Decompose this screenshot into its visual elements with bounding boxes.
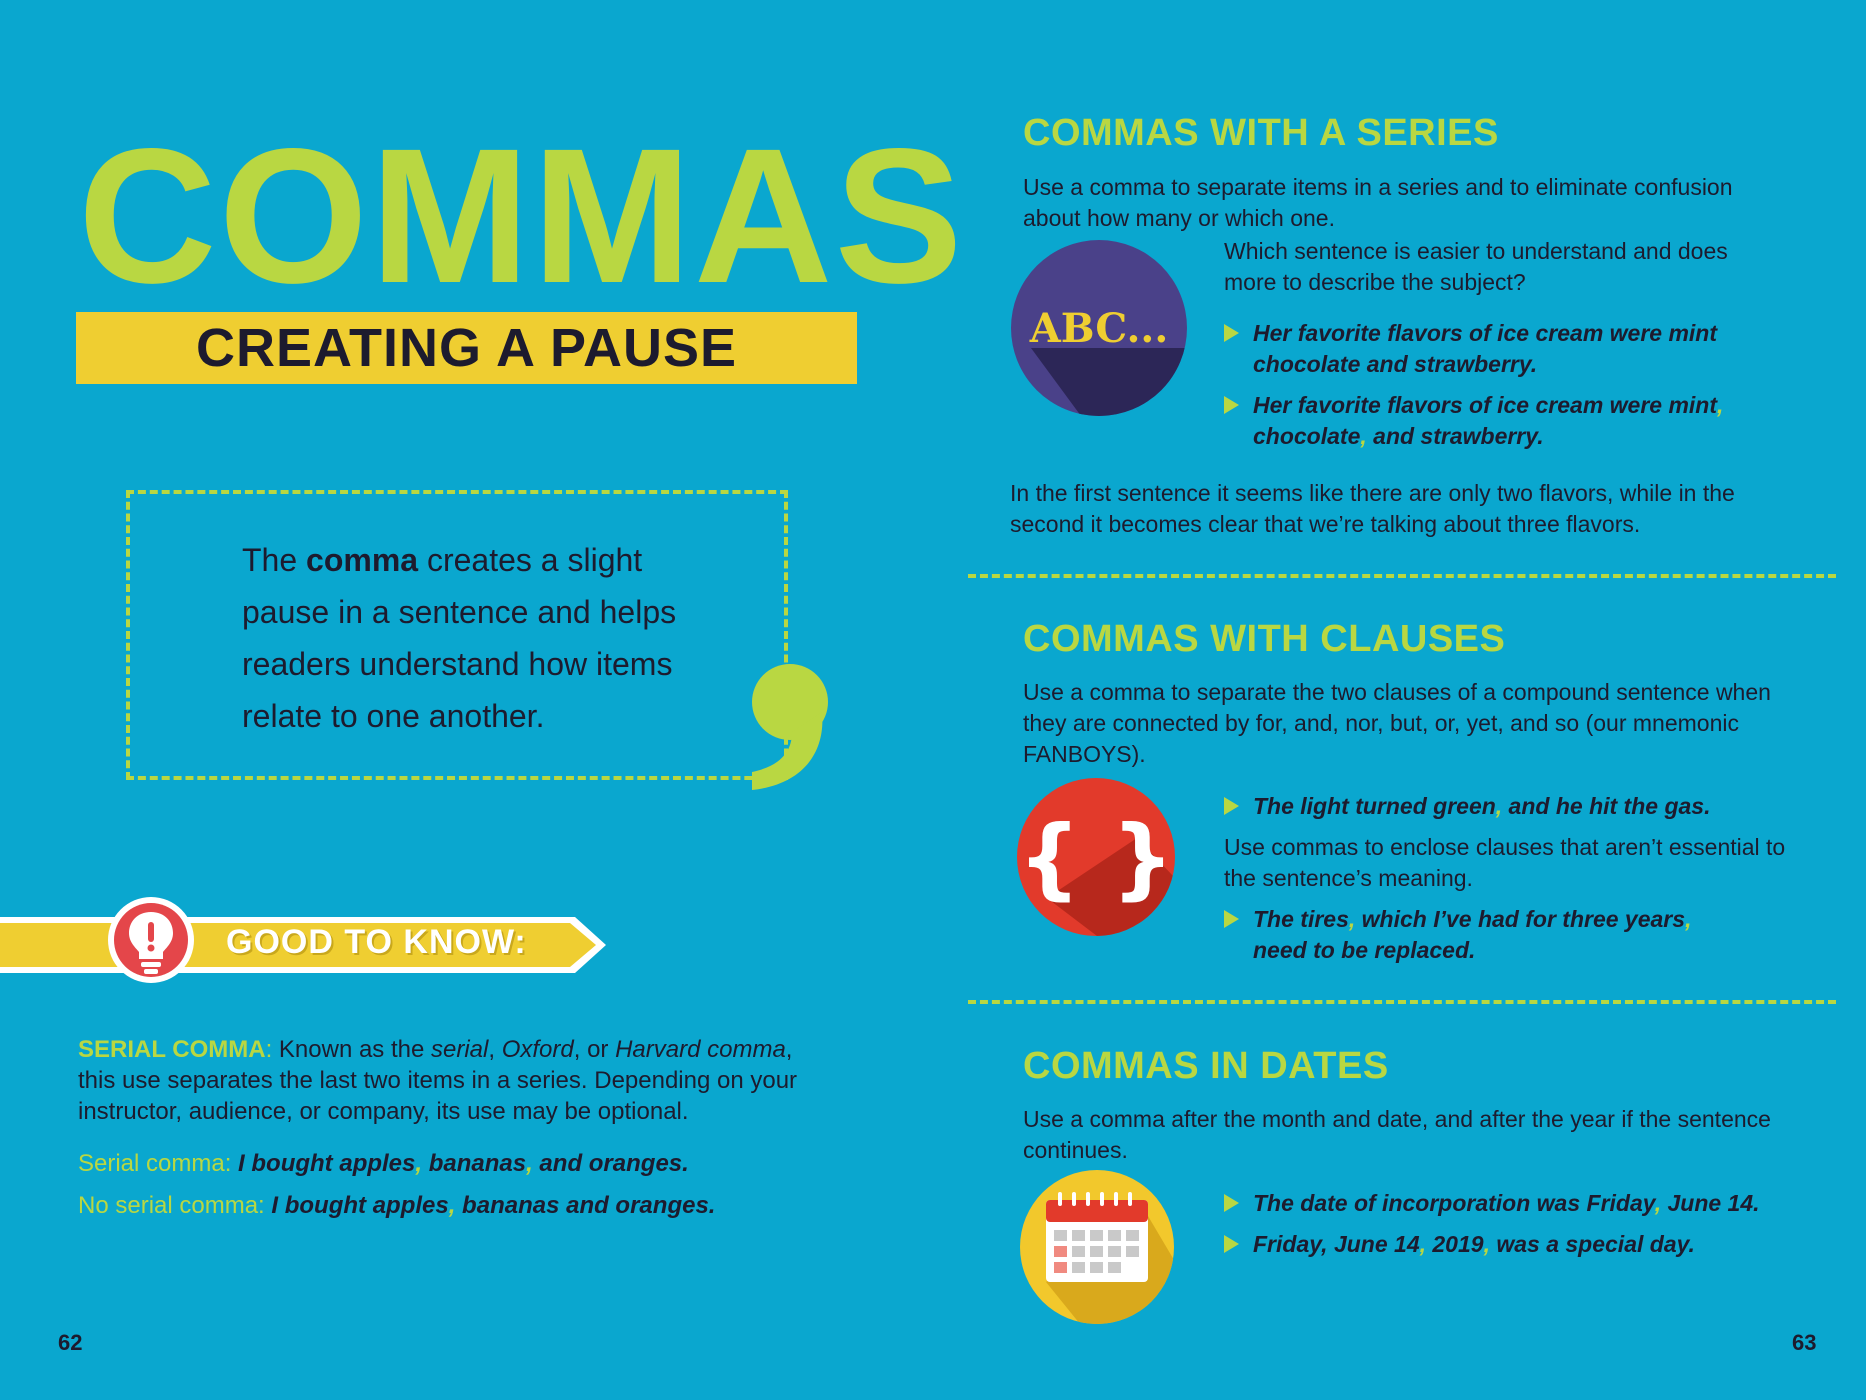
bullet-triangle-icon [1224, 1235, 1239, 1253]
svg-text:{ }: { } [1018, 806, 1174, 909]
clauses-example-1: The light turned green, and he hit the g… [1224, 791, 1833, 822]
lightbulb-icon [108, 897, 194, 983]
svg-text:ABC...: ABC... [1029, 305, 1169, 352]
dates-example-2: Friday, June 14, 2019, was a special day… [1224, 1229, 1833, 1260]
page-number-right: 63 [1792, 1330, 1817, 1355]
abc-icon: ABC... [1011, 240, 1187, 416]
serial-comma-term: SERIAL COMMA [78, 1036, 266, 1063]
series-question: Which sentence is easier to understand a… [1224, 238, 1728, 295]
good-to-know-label: GOOD TO KNOW: [226, 923, 527, 961]
series-example-2: Her favorite flavors of ice cream were m… [1224, 390, 1813, 452]
subtitle-banner: CREATING A PAUSE [76, 312, 857, 384]
main-title: COMMAS [78, 108, 965, 323]
clauses-middle: Use commas to enclose clauses that aren’… [1224, 834, 1786, 891]
big-comma-icon [752, 664, 828, 790]
curly-braces-icon: { } [1017, 778, 1175, 936]
clauses-intro: Use a comma to separate the two clauses … [1023, 679, 1771, 767]
bullet-triangle-icon [1224, 396, 1239, 414]
definition-term: comma [306, 542, 419, 578]
clauses-example-2: The tires, which I’ve had for three year… [1224, 904, 1833, 966]
dates-example-1: The date of incorporation was Friday, Ju… [1224, 1188, 1833, 1219]
definition-text: The comma creates a slight pause in a se… [242, 542, 677, 734]
page-number-left: 62 [58, 1330, 83, 1355]
serial-comma-paragraph: SERIAL COMMA: Known as the serial, Oxfor… [78, 1036, 798, 1125]
serial-comma-example: Serial comma: I bought apples, bananas, … [78, 1150, 689, 1177]
series-example-1: Her favorite flavors of ice cream were m… [1224, 318, 1813, 380]
calendar-icon [1020, 1170, 1174, 1324]
series-outro: In the first sentence it seems like ther… [1010, 480, 1735, 537]
bullet-triangle-icon [1224, 797, 1239, 815]
section-divider [968, 1000, 1836, 1004]
dates-title: COMMAS IN DATES [1023, 1045, 1389, 1087]
section-divider [968, 574, 1836, 578]
series-intro: Use a comma to separate items in a serie… [1023, 174, 1733, 231]
definition-box [126, 490, 788, 780]
dates-intro: Use a comma after the month and date, an… [1023, 1106, 1771, 1163]
no-serial-comma-example: No serial comma: I bought apples, banana… [78, 1192, 716, 1219]
bullet-triangle-icon [1224, 910, 1239, 928]
clauses-title: COMMAS WITH CLAUSES [1023, 618, 1506, 660]
series-title: COMMAS WITH A SERIES [1023, 112, 1499, 154]
bullet-triangle-icon [1224, 324, 1239, 342]
bullet-triangle-icon [1224, 1194, 1239, 1212]
subtitle-text: CREATING A PAUSE [195, 318, 738, 378]
